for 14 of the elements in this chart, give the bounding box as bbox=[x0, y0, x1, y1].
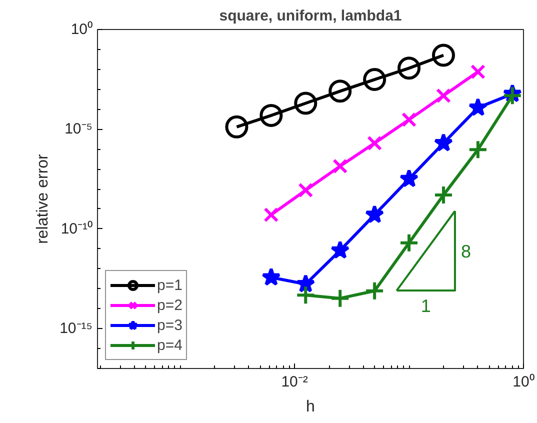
x-tick-label: 10⁻² bbox=[281, 374, 308, 390]
y-tick-label: 10⁻¹⁵ bbox=[60, 320, 93, 338]
y-tick-label: 10⁻⁵ bbox=[64, 120, 93, 138]
legend-label: p=3 bbox=[157, 316, 182, 334]
x-axis-title: h bbox=[306, 398, 315, 416]
y-axis-title: relative error bbox=[34, 153, 52, 244]
legend-label: p=2 bbox=[157, 296, 182, 314]
legend-label: p=4 bbox=[157, 336, 182, 354]
y-tick-label: 10⁻¹⁰ bbox=[60, 220, 93, 238]
legend-label: p=1 bbox=[157, 276, 182, 294]
chart-title: square, uniform, lambda1 bbox=[219, 8, 402, 24]
y-tick-label: 10⁰ bbox=[70, 21, 93, 38]
annotation: 1 bbox=[420, 296, 431, 316]
annotation: 8 bbox=[460, 241, 471, 262]
